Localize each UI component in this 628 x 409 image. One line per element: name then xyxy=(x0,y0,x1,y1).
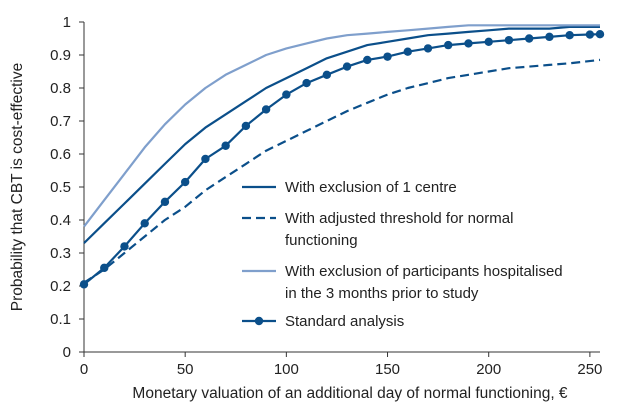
series-line xyxy=(83,25,600,244)
data-point xyxy=(484,37,493,46)
data-point xyxy=(221,141,230,150)
data-point xyxy=(160,197,170,207)
legend-label: Standard analysis xyxy=(285,313,404,330)
y-tick-label: 0 xyxy=(63,344,71,361)
data-point xyxy=(545,32,554,42)
series-line xyxy=(83,58,601,284)
x-tick-label: 200 xyxy=(476,361,501,378)
legend-label: With exclusion of 1 centre xyxy=(285,179,457,196)
legend-item-2: With exclusion of participants hospitali… xyxy=(242,263,563,302)
y-tick-label: 0.3 xyxy=(50,245,71,262)
data-point xyxy=(79,280,89,289)
series-2 xyxy=(83,24,600,228)
data-point xyxy=(140,219,149,228)
series-0 xyxy=(83,25,600,244)
y-axis-title: Probability that CBT is cost-effective xyxy=(9,63,26,311)
legend-item-3: Standard analysis xyxy=(242,313,404,330)
y-tick-label: 0.1 xyxy=(50,311,71,328)
x-tick-label: 250 xyxy=(577,361,602,378)
x-tick-label: 150 xyxy=(375,361,400,378)
y-tick-label: 1 xyxy=(63,14,71,31)
x-tick-label: 100 xyxy=(274,361,299,378)
y-tick-label: 0.5 xyxy=(50,179,71,196)
data-point xyxy=(464,39,473,48)
series-line xyxy=(83,24,600,228)
legend-item-1: With adjusted threshold for normal functi… xyxy=(242,210,513,249)
data-point xyxy=(261,105,271,114)
data-point xyxy=(342,62,352,71)
data-point xyxy=(565,31,574,40)
axes: 0 0.1 0.2 0.3 0.4 0.5 0.6 0.7 0.8 0.9 1 0 50 100 150 20… xyxy=(50,14,602,378)
data-point xyxy=(282,90,291,99)
series-3 xyxy=(79,30,605,289)
y-tick-label: 0.4 xyxy=(50,212,71,229)
legend-label: With adjusted threshold for normal functi… xyxy=(285,210,513,249)
data-point xyxy=(444,40,453,50)
series-1 xyxy=(83,58,601,284)
y-tick-label: 0.2 xyxy=(50,278,71,295)
series-layer xyxy=(79,24,605,289)
data-point xyxy=(363,55,372,65)
y-tick-label: 0.6 xyxy=(50,146,71,163)
y-tick-label: 0.7 xyxy=(50,113,71,130)
data-point xyxy=(383,52,392,61)
data-point xyxy=(180,177,190,187)
data-point xyxy=(201,154,210,164)
data-point xyxy=(120,242,129,251)
data-point xyxy=(302,78,311,88)
data-point xyxy=(585,30,595,39)
data-point xyxy=(322,70,332,80)
x-tick-label: 0 xyxy=(80,361,88,378)
legend-marker xyxy=(254,316,264,326)
legend: With exclusion of 1 centre With adjusted … xyxy=(242,179,563,330)
data-point xyxy=(403,47,412,56)
data-point xyxy=(524,34,534,43)
legend-label: With exclusion of participants hospitali… xyxy=(285,263,563,302)
y-tick-label: 0.8 xyxy=(50,80,71,97)
x-axis-title: Monetary valuation of an additional day … xyxy=(132,385,568,402)
x-tick-label: 50 xyxy=(177,361,194,378)
data-point xyxy=(241,121,251,131)
data-point xyxy=(504,35,514,45)
y-tick-label: 0.9 xyxy=(50,47,71,64)
legend-item-0: With exclusion of 1 centre xyxy=(242,179,457,196)
data-point xyxy=(423,44,433,53)
data-point xyxy=(100,263,109,273)
data-point xyxy=(595,30,605,39)
